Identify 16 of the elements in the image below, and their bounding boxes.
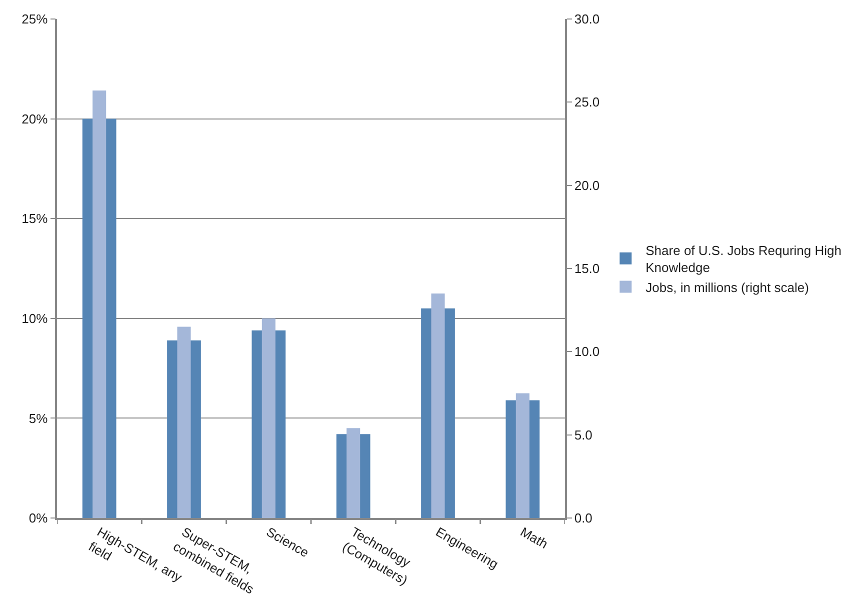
y-tick-label: 15% [22, 211, 48, 226]
legend-label: Jobs, in millions (right scale) [646, 280, 809, 295]
y2-tick-label: 20.0 [574, 178, 600, 193]
y-tick-label: 10% [22, 310, 48, 326]
legend-label: Share of U.S. Jobs Requring High Knowledge [646, 243, 842, 275]
y-tick-label: 20% [22, 111, 48, 126]
y2-tick-label: 25.0 [574, 94, 600, 110]
y-tick-label: 5% [28, 410, 48, 426]
x-tick-label: Math [518, 524, 550, 552]
y2-tick-label: 15.0 [574, 261, 600, 276]
y2-tick-label: 30.0 [574, 12, 600, 27]
y2-tick-label: 10.0 [574, 344, 600, 360]
y2-tick-label: 5.0 [574, 427, 592, 442]
y-tick-label: 25% [22, 12, 48, 27]
y2-tick-label: 0.0 [574, 510, 592, 526]
y-tick-label: 0% [28, 510, 48, 526]
